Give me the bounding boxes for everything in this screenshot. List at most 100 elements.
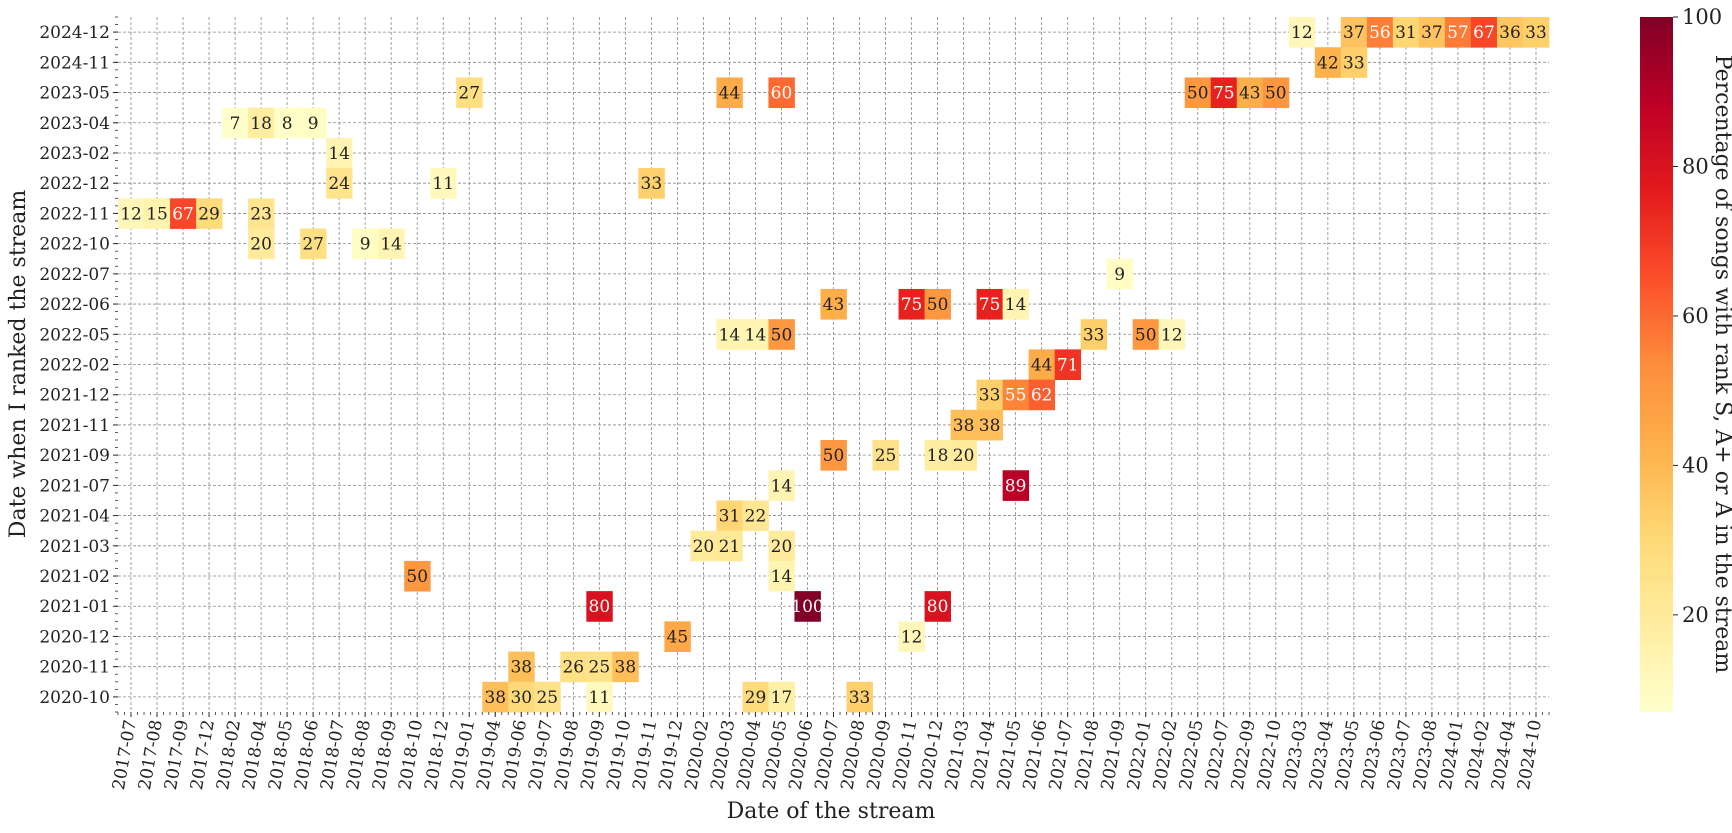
cell-value-label: 9 [1114,265,1125,285]
heatmap-cell [1262,77,1290,109]
heatmap-cell [352,228,379,260]
y-tick-label: 2022-05 [39,325,110,345]
heatmap-cell [1132,319,1160,350]
cell-value-label: 50 [927,295,949,315]
cell-value-label: 38 [484,688,506,708]
heatmap-cell [1236,77,1264,109]
cell-value-label: 30 [510,688,532,708]
heatmap-cell [248,107,275,139]
y-tick-label: 2021-01 [39,597,110,617]
cell-value-label: 44 [1031,356,1053,376]
heatmap-cell [820,440,847,471]
heatmap-cell [768,560,795,592]
y-tick-label: 2022-06 [39,295,110,315]
heatmap-cell [898,621,925,652]
heatmap-cell [378,228,405,260]
heatmap-cell [898,288,925,320]
heatmap-cell [1080,319,1108,350]
cell-value-label: 25 [589,658,611,678]
cell-value-label: 33 [849,688,871,708]
cell-value-label: 14 [1005,295,1027,315]
cell-value-label: 14 [745,325,767,345]
cell-value-label: 43 [823,295,845,315]
cell-value-label: 27 [302,235,324,255]
heatmap-cell [950,440,977,471]
y-tick-label: 2024-11 [39,53,110,73]
heatmap-cell [1028,379,1056,411]
heatmap-cell [1002,379,1030,411]
heatmap-cell [1470,17,1498,48]
cell-value-label: 17 [771,688,793,708]
cell-value-label: 11 [589,688,611,708]
heatmap-cell [768,77,795,109]
cell-value-label: 36 [1499,23,1521,43]
cell-value-label: 38 [510,658,532,678]
cell-value-label: 14 [771,476,793,496]
heatmap-cell [976,409,1004,441]
heatmap-cell [768,470,795,501]
cell-value-label: 37 [1421,23,1443,43]
y-tick-label: 2020-12 [39,627,110,647]
cell-value-label: 75 [1213,84,1235,104]
cell-value-label: 55 [1005,386,1027,406]
cell-value-label: 50 [1135,325,1157,345]
heatmap-cell [612,651,639,683]
cell-value-label: 14 [380,235,402,255]
cell-value-label: 50 [1187,84,1209,104]
cell-value-label: 57 [1447,23,1469,43]
y-tick-label: 2023-04 [39,114,110,134]
cell-value-label: 38 [953,416,975,436]
cell-value-label: 80 [927,597,949,617]
cell-value-label: 67 [1473,23,1495,43]
cell-value-label: 29 [198,204,220,224]
heatmap-cell [196,198,223,229]
cell-value-label: 9 [308,114,319,134]
cell-value-label: 25 [875,446,897,466]
y-tick-label: 2020-10 [39,688,110,708]
cell-value-label: 24 [328,174,350,194]
heatmap-cell [950,409,977,441]
heatmap-cell [508,681,535,713]
cell-value-label: 12 [1161,325,1183,345]
heatmap-cell [274,107,301,139]
heatmap-cell [1522,17,1550,48]
cell-value-label: 18 [250,114,272,134]
heatmap-cell [1496,17,1524,48]
heatmap-cell [1288,17,1316,48]
heatmap-cell [924,288,951,320]
cell-value-label: 26 [562,658,584,678]
cell-value-label: 50 [406,567,428,587]
heatmap-cell [1392,17,1420,48]
heatmap-cell [716,530,743,562]
cell-value-label: 11 [432,174,454,194]
cell-value-label: 33 [641,174,663,194]
y-axis-label: Date when I ranked the stream [6,190,31,539]
cell-value-label: 89 [1005,476,1027,496]
cell-value-label: 12 [1291,23,1313,43]
y-tick-label: 2021-09 [39,446,110,466]
cell-value-label: 33 [979,386,1001,406]
heatmap-cell [976,288,1004,320]
y-tick-label: 2021-03 [39,537,110,557]
heatmap-cell [846,681,873,713]
heatmap-cell [768,681,795,713]
y-tick-label: 2021-11 [39,416,110,436]
heatmap-cell [742,500,769,532]
heatmap-cell [430,168,457,199]
heatmap-cell [924,440,951,471]
y-tick-label: 2021-02 [39,567,110,587]
y-tick-label: 2022-11 [39,204,110,224]
cell-value-label: 23 [250,204,272,224]
cell-value-label: 38 [979,416,1001,436]
heatmap-cell [560,651,587,683]
heatmap-cell [690,530,717,562]
cell-value-label: 12 [120,204,142,224]
cell-value-label: 50 [823,446,845,466]
heatmap-cell [508,651,535,683]
colorbar-tick-label: 60 [1682,304,1709,328]
cell-value-label: 37 [1343,23,1365,43]
cell-value-label: 15 [146,204,168,224]
heatmap-cell [924,591,951,622]
cell-value-label: 45 [667,627,689,647]
